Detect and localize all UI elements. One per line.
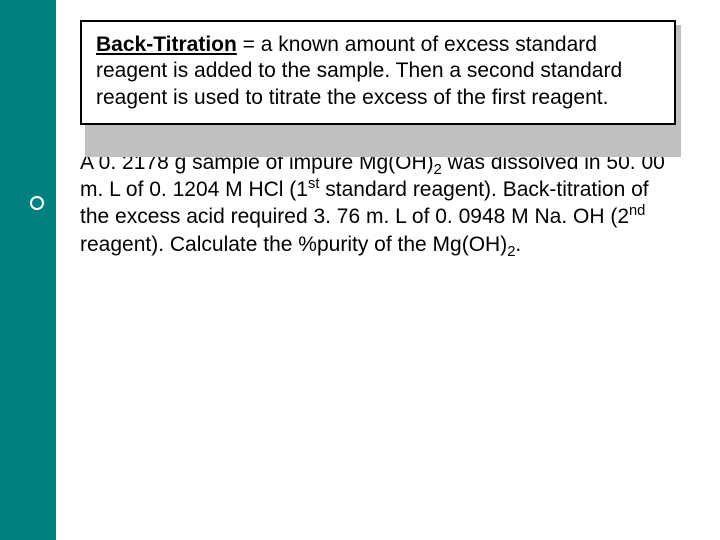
definition-container: Back-Titration = a known amount of exces… bbox=[80, 20, 690, 125]
definition-equals: = bbox=[237, 33, 261, 56]
problem-sup-1: st bbox=[308, 176, 319, 192]
problem-sub-1: 2 bbox=[434, 162, 442, 178]
slide-content: Back-Titration = a known amount of exces… bbox=[80, 20, 690, 258]
left-accent-stripe bbox=[0, 0, 56, 540]
problem-part-1d: reagent). Calculate the %purity of the M… bbox=[80, 233, 507, 256]
problem-sup-2: nd bbox=[629, 203, 645, 219]
problem-part-1e: . bbox=[515, 233, 521, 256]
definition-term: Back-Titration bbox=[96, 33, 237, 56]
definition-box: Back-Titration = a known amount of exces… bbox=[80, 20, 676, 125]
problem-text: A 0. 2178 g sample of impure Mg(OH)2 was… bbox=[80, 149, 676, 258]
bullet-icon bbox=[30, 196, 44, 210]
